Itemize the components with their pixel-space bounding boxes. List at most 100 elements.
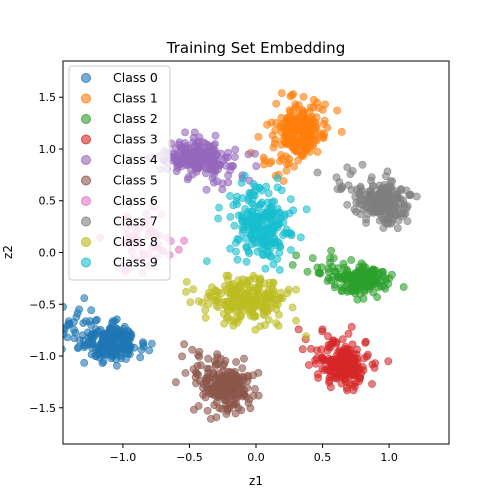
data-point-class-8 [186, 298, 195, 307]
data-point-class-2 [342, 270, 351, 279]
x-tick-label: 0.5 [314, 451, 332, 464]
data-point-class-9 [258, 213, 266, 222]
data-point-class-9 [266, 252, 275, 261]
data-point-class-8 [263, 304, 272, 313]
data-point-class-4 [224, 171, 232, 180]
legend-label-class-8: Class 8 [113, 234, 158, 249]
data-point-class-5 [237, 406, 246, 415]
data-point-class-3 [327, 356, 336, 364]
data-point-class-3 [384, 357, 393, 366]
data-point-class-8 [257, 296, 266, 305]
data-point-class-4 [230, 153, 239, 161]
data-point-class-5 [210, 401, 219, 409]
data-point-class-5 [232, 358, 240, 366]
data-point-class-0 [122, 349, 131, 358]
data-point-class-7 [412, 192, 421, 201]
data-point-class-9 [264, 241, 273, 250]
data-point-class-8 [229, 321, 238, 330]
data-point-class-4 [252, 162, 261, 170]
x-axis-label: z1 [249, 474, 263, 488]
data-point-class-9 [242, 257, 251, 266]
data-point-class-7 [335, 178, 344, 186]
data-point-class-2 [339, 259, 348, 268]
data-point-class-8 [267, 284, 276, 293]
data-point-class-0 [125, 341, 134, 350]
legend-label-class-6: Class 6 [113, 193, 158, 208]
data-point-class-0 [63, 345, 66, 353]
data-point-class-9 [273, 223, 282, 232]
data-point-class-1 [282, 140, 290, 148]
data-point-class-4 [183, 152, 192, 161]
data-point-class-3 [347, 322, 356, 331]
data-point-class-1 [305, 130, 313, 139]
data-point-class-1 [297, 150, 306, 159]
data-point-class-9 [234, 211, 243, 220]
data-point-class-3 [304, 361, 313, 369]
data-point-class-5 [194, 402, 203, 410]
data-point-class-7 [397, 186, 406, 195]
x-tick-label: −0.5 [176, 451, 203, 464]
data-point-class-9 [253, 225, 262, 234]
data-point-class-7 [343, 163, 352, 172]
data-point-class-1 [320, 116, 329, 125]
y-tick-label: 1.0 [39, 143, 57, 156]
data-point-class-8 [223, 306, 232, 315]
data-point-class-5 [214, 360, 223, 369]
y-axis: −1.5 −1.0 −0.5 0.0 0.5 1.0 1.5 [29, 91, 63, 415]
data-point-class-8 [292, 285, 300, 294]
data-point-class-5 [210, 383, 218, 392]
data-point-class-1 [304, 137, 313, 146]
y-tick-label: −1.5 [29, 402, 56, 415]
data-point-class-2 [379, 282, 388, 291]
data-point-class-1 [320, 130, 329, 139]
data-point-class-2 [378, 271, 387, 279]
data-point-class-0 [137, 345, 146, 354]
data-point-class-7 [401, 209, 410, 218]
data-point-class-1 [295, 127, 303, 136]
data-point-class-5 [254, 391, 263, 400]
data-point-class-9 [249, 180, 258, 188]
data-point-class-8 [251, 325, 260, 334]
data-point-class-5 [243, 376, 252, 385]
data-point-class-9 [233, 255, 242, 264]
data-point-class-3 [319, 356, 328, 365]
data-point-class-3 [368, 360, 377, 369]
data-point-class-5 [243, 383, 252, 392]
data-point-class-2 [308, 254, 317, 262]
data-point-class-9 [268, 211, 277, 220]
data-point-class-9 [256, 233, 264, 241]
data-point-class-2 [292, 251, 301, 260]
data-point-class-6 [174, 245, 183, 254]
data-point-class-9 [273, 204, 282, 213]
data-point-class-9 [273, 174, 282, 182]
data-point-class-2 [334, 264, 343, 273]
data-point-class-2 [385, 274, 394, 283]
data-point-class-2 [326, 254, 335, 262]
data-point-class-1 [280, 119, 289, 128]
data-point-class-9 [275, 266, 284, 274]
data-point-class-0 [74, 343, 83, 352]
data-point-class-0 [93, 315, 101, 324]
data-point-class-9 [231, 238, 240, 247]
data-point-class-2 [367, 281, 376, 290]
data-point-class-4 [202, 185, 211, 194]
data-point-class-8 [288, 303, 297, 312]
data-point-class-0 [87, 306, 96, 315]
data-point-class-4 [223, 153, 232, 162]
legend-label-class-1: Class 1 [113, 91, 158, 106]
data-point-class-7 [393, 224, 402, 233]
data-point-class-3 [338, 335, 347, 343]
data-point-class-9 [261, 223, 270, 232]
data-point-class-1 [254, 132, 263, 141]
data-point-class-9 [302, 205, 311, 214]
legend: Class 0 Class 1 Class 2 Class 3 Class 4 Class… [68, 65, 171, 281]
data-point-class-7 [377, 201, 386, 210]
data-point-class-9 [226, 212, 235, 221]
data-point-class-9 [286, 246, 295, 254]
data-point-class-3 [332, 339, 341, 348]
data-point-class-1 [313, 147, 322, 156]
data-point-class-0 [94, 327, 103, 336]
data-point-class-4 [189, 133, 198, 142]
x-tick-label: −1.0 [110, 451, 137, 464]
